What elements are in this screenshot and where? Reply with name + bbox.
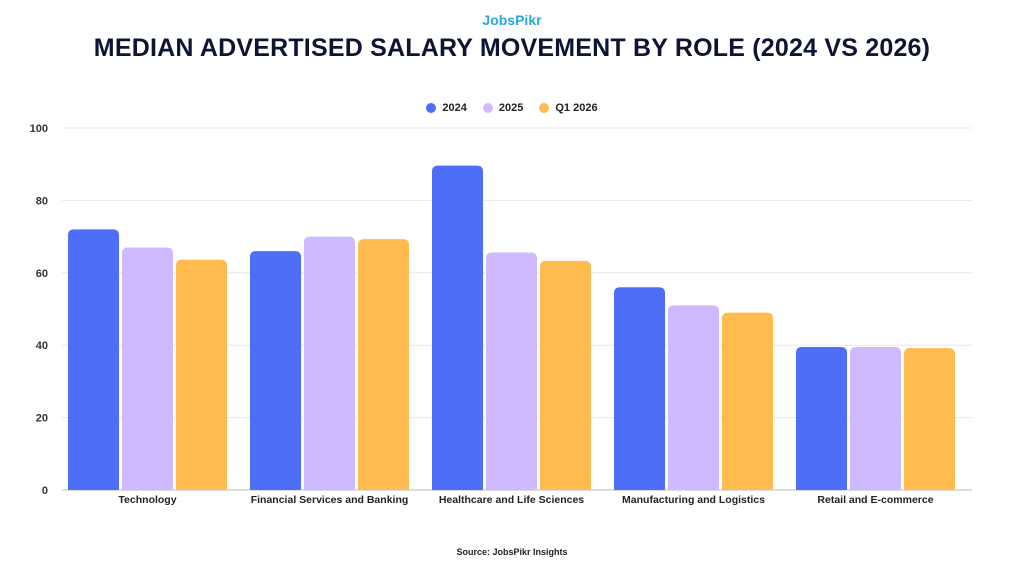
bar-2025	[850, 347, 901, 490]
legend-swatch	[426, 103, 437, 113]
bar-2024	[614, 287, 665, 490]
bar-2024	[250, 251, 301, 490]
x-tick-label: Healthcare and Life Sciences	[439, 494, 584, 506]
legend: 2024 2025 Q1 2026	[0, 102, 1024, 114]
bar-q1-2026	[358, 239, 409, 490]
bar-2025	[122, 247, 173, 490]
bar-q1-2026	[176, 259, 227, 490]
legend-swatch	[482, 103, 493, 113]
bar-2025	[486, 252, 537, 490]
chart-title: MEDIAN ADVERTISED SALARY MOVEMENT BY ROL…	[93, 34, 931, 62]
x-tick-label: Technology	[118, 494, 176, 506]
bar-q1-2026	[540, 260, 591, 490]
y-tick-label: 0	[42, 485, 48, 497]
legend-item-2025: 2025	[482, 102, 524, 114]
bar-q1-2026	[904, 348, 955, 490]
x-tick-label: Retail and E-commerce	[817, 494, 933, 506]
legend-label: 2025	[498, 102, 524, 114]
bar-2025	[304, 236, 355, 490]
legend-item-q1-2026: Q1 2026	[539, 102, 598, 114]
bar-2024	[796, 347, 847, 490]
legend-label: 2024	[442, 102, 467, 114]
y-tick-label: 100	[30, 123, 48, 135]
y-tick-label: 60	[36, 268, 48, 280]
y-tick-label: 80	[36, 195, 48, 207]
brand-logo: JobsPikr	[482, 12, 542, 28]
bar-q1-2026	[722, 312, 773, 490]
legend-item-2024: 2024	[426, 102, 467, 114]
legend-label: Q1 2026	[555, 102, 598, 114]
bar-2025	[668, 305, 719, 490]
y-tick-label: 40	[36, 340, 48, 352]
legend-swatch	[539, 103, 550, 113]
y-tick-label: 20	[36, 413, 48, 425]
x-tick-label: Manufacturing and Logistics	[622, 494, 765, 506]
source-note: Source: JobsPikr Insights	[456, 547, 568, 557]
bar-2024	[432, 165, 483, 490]
bar-2024	[68, 229, 119, 491]
x-tick-label: Financial Services and Banking	[251, 494, 409, 506]
